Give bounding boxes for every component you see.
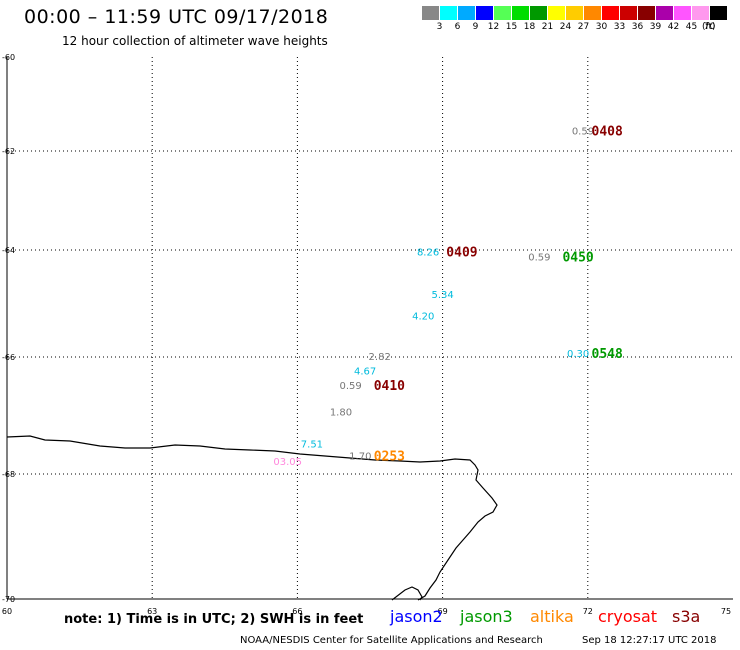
legend-tick-label: 21 — [541, 22, 554, 32]
legend-swatch — [530, 6, 547, 20]
y-tick-label: -62 — [2, 147, 15, 156]
legend-swatch — [638, 6, 655, 20]
satellite-cryosat: cryosat — [598, 607, 658, 626]
wave-height-label: 1.70 — [349, 451, 371, 462]
legend-tick-label: 36 — [631, 22, 644, 32]
coastline-main — [6, 435, 498, 601]
wave-height-label: 0.59 — [340, 381, 362, 392]
credit-line: NOAA/NESDIS Center for Satellite Applica… — [240, 635, 543, 646]
legend-tick-label: 70 — [703, 22, 716, 32]
legend-swatch — [476, 6, 493, 20]
x-tick-label: 69 — [438, 607, 448, 616]
legend-swatch — [674, 6, 691, 20]
x-tick-label: 72 — [583, 607, 593, 616]
legend-tick-label: 27 — [577, 22, 590, 32]
pass-time-label: 0450 — [562, 251, 593, 266]
wave-height-label: 1.80 — [330, 408, 352, 419]
y-tick-label: -64 — [2, 246, 15, 255]
satellite-jason2: jason2 — [390, 607, 443, 626]
legend-swatch — [602, 6, 619, 20]
y-tick-label: -68 — [2, 470, 15, 479]
wave-height-label: 4.20 — [412, 312, 434, 323]
legend-tick-label: 6 — [454, 22, 461, 32]
y-tick-label: -70 — [2, 595, 15, 604]
wave-height-label: 0.59 — [572, 127, 594, 138]
legend-unit: (ft) — [702, 22, 716, 32]
legend-tick-label: 12 — [487, 22, 500, 32]
legend-tick-label: 33 — [613, 22, 626, 32]
legend-tick-label: 24 — [559, 22, 572, 32]
page-title: 00:00 – 11:59 UTC 09/17/2018 — [24, 6, 329, 28]
satellite-altika: altika — [530, 607, 574, 626]
x-tick-label: 66 — [292, 607, 302, 616]
wave-height-label: 7.51 — [301, 440, 323, 451]
legend-swatch — [422, 6, 439, 20]
satellite-jason3: jason3 — [460, 607, 513, 626]
legend-tick-label: 30 — [595, 22, 608, 32]
legend-swatch — [656, 6, 673, 20]
legend-swatch — [710, 6, 727, 20]
wave-height-label: 03.05 — [273, 457, 302, 468]
map-labels: 0.59 8.26 0.59 5.34 4.20 2.82 4.67 0.59 1.80 7.51… — [273, 125, 623, 469]
x-tick-label: 60 — [2, 607, 12, 616]
x-tick-label: 75 — [721, 607, 731, 616]
coastline — [6, 435, 498, 601]
legend-swatch — [692, 6, 709, 20]
legend-swatch — [584, 6, 601, 20]
pass-time-label: 0253 — [374, 449, 405, 464]
legend-tick-label: 3 — [436, 22, 443, 32]
legend-swatch — [458, 6, 475, 20]
pass-time-label: 0410 — [374, 379, 405, 394]
legend-tick-label: 18 — [523, 22, 536, 32]
coastline-island — [391, 586, 423, 601]
wave-height-label: 4.67 — [354, 367, 376, 378]
legend-swatch — [440, 6, 457, 20]
wave-height-label: 2.82 — [369, 352, 391, 363]
legend-swatch — [548, 6, 565, 20]
page-subtitle: 12 hour collection of altimeter wave hei… — [62, 34, 328, 48]
satellite-s3a: s3a — [672, 607, 701, 626]
wave-height-label: 5.34 — [431, 290, 453, 301]
legend-swatch — [512, 6, 529, 20]
color-legend: 3 6 9 12 15 18 21 24 27 30 33 36 39 42 45 70 (ft) — [422, 6, 728, 36]
legend-swatch — [494, 6, 511, 20]
legend-tick-label: 42 — [667, 22, 680, 32]
legend-tick-label: 9 — [472, 22, 479, 32]
legend-tick-label: 39 — [649, 22, 662, 32]
footnote: note: 1) Time is in UTC; 2) SWH is in fe… — [64, 612, 364, 627]
map-grid: 60 63 66 69 72 75 -60 -62 -64 -66 -68 -70 — [2, 53, 733, 616]
legend-tick-label: 15 — [505, 22, 518, 32]
legend-swatch — [620, 6, 637, 20]
wave-height-label: 0.30 — [567, 349, 589, 360]
generated-timestamp: Sep 18 12:27:17 UTC 2018 — [582, 635, 717, 646]
wave-height-label: 0.59 — [528, 253, 550, 264]
y-tick-label: -60 — [2, 53, 15, 62]
pass-time-label: 0408 — [592, 125, 623, 140]
pass-time-label: 0548 — [592, 347, 623, 362]
y-tick-label: -66 — [2, 353, 15, 362]
legend-swatch — [566, 6, 583, 20]
wave-height-label: 8.26 — [417, 247, 439, 258]
pass-time-label: 0409 — [446, 245, 477, 260]
x-tick-label: 63 — [147, 607, 157, 616]
legend-tick-label: 45 — [685, 22, 698, 32]
